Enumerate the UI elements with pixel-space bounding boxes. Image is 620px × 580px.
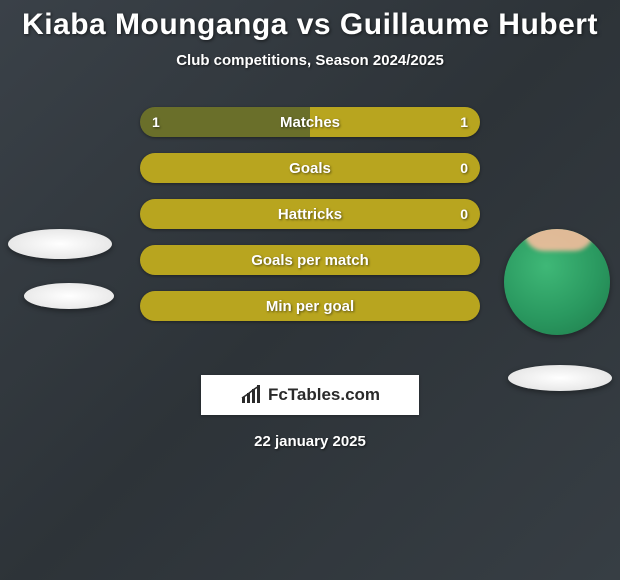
player1-avatar-ellipse-bottom [24,283,114,309]
stat-bar-left [140,107,310,137]
player2-avatar-circle [504,229,610,335]
stat-value-right: 1 [460,107,468,137]
player1-avatar-ellipse-top [8,229,112,259]
stat-row: Hattricks0 [140,199,480,229]
stat-bar-right [140,291,480,321]
stat-value-left: 1 [152,107,160,137]
stat-row: Goals0 [140,153,480,183]
page-title: Kiaba Mounganga vs Guillaume Hubert [0,8,620,42]
stat-bar-right [140,199,480,229]
stat-row: Goals per match [140,245,480,275]
stat-value-right: 0 [460,199,468,229]
main-content: Kiaba Mounganga vs Guillaume Hubert Club… [0,0,620,450]
subtitle: Club competitions, Season 2024/2025 [0,52,620,69]
bars-container: Matches11Goals0Hattricks0Goals per match… [140,107,480,337]
stat-row: Matches11 [140,107,480,137]
stat-value-right: 0 [460,153,468,183]
barchart-icon [240,385,264,405]
brand-box: FcTables.com [201,375,419,415]
stat-row: Min per goal [140,291,480,321]
player2-avatar-ellipse [508,365,612,391]
brand-text: FcTables.com [268,385,380,405]
stat-bar-right [310,107,480,137]
stat-bar-right [140,153,480,183]
footer-date: 22 january 2025 [0,433,620,450]
comparison-area: Matches11Goals0Hattricks0Goals per match… [0,107,620,367]
stat-bar-right [140,245,480,275]
